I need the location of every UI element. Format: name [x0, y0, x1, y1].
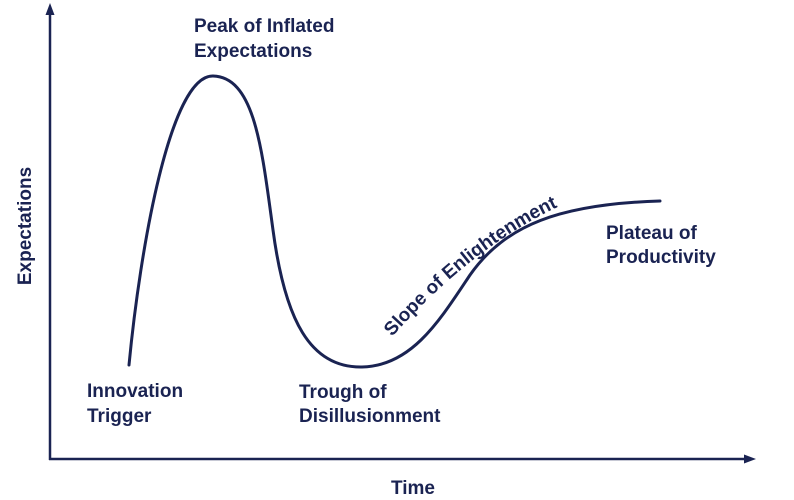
- label-plateau-line1: Plateau of: [606, 223, 697, 244]
- label-slope: Slope of Enlightenment: [380, 192, 561, 340]
- label-trough-line2: Disillusionment: [299, 406, 441, 427]
- label-trough-line1: Trough of: [299, 382, 387, 403]
- label-peak-line2: Expectations: [194, 41, 312, 62]
- x-axis-title: Time: [391, 478, 435, 499]
- label-innovation-trigger-line1: Innovation: [87, 381, 183, 402]
- label-peak-line1: Peak of Inflated: [194, 16, 334, 37]
- hype-curve: [127, 74, 662, 369]
- label-slope-text: Slope of Enlightenment: [380, 192, 561, 340]
- label-innovation-trigger-line2: Trigger: [87, 406, 152, 427]
- y-axis-arrowhead: [45, 3, 55, 15]
- x-axis-arrowhead: [744, 454, 756, 464]
- label-plateau-line2: Productivity: [606, 247, 716, 268]
- y-axis-title: Expectations: [15, 167, 36, 285]
